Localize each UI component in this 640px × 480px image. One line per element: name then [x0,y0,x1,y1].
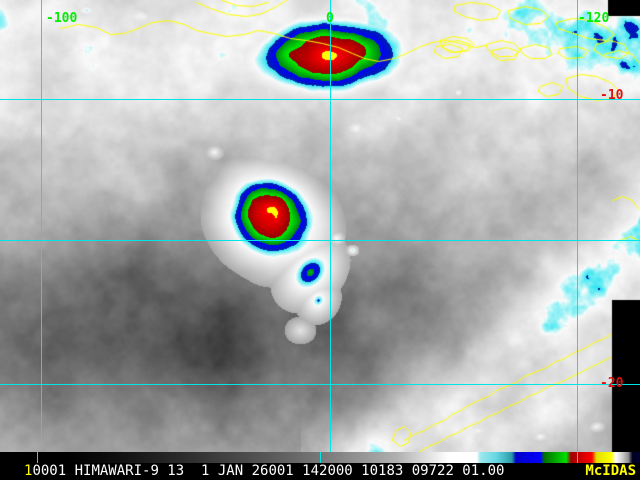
satellite-image[interactable] [0,0,640,452]
latitude-label-1: -20 [600,376,624,391]
longitude-label-0: -100 [46,11,78,26]
status-text: 0001 HIMAWARI-9 13 1 JAN 26001 142000 10… [32,463,505,479]
bottom-bar: 10001 HIMAWARI-9 13 1 JAN 26001 142000 1… [0,452,640,480]
color-enhancement-bar[interactable] [0,452,640,463]
colorbar-tick-0 [37,452,38,463]
colorbar-tick-2 [577,452,578,463]
longitude-label-1: 0 [326,11,334,26]
latitude-label-0: -10 [600,88,624,103]
mcidas-brand: McIDAS [585,463,636,479]
colorbar-tick-1 [320,452,321,463]
frame-number: 1 [24,463,33,479]
status-line: 10001 HIMAWARI-9 13 1 JAN 26001 142000 1… [0,463,640,480]
longitude-label-2: -120 [578,11,610,26]
satellite-image-canvas [0,0,640,452]
